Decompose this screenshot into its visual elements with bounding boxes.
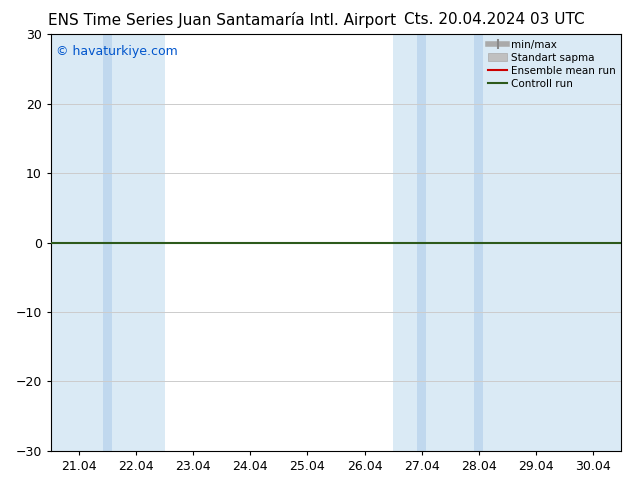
Text: Cts. 20.04.2024 03 UTC: Cts. 20.04.2024 03 UTC: [404, 12, 585, 27]
Bar: [474, 34, 483, 451]
Bar: [108, 34, 165, 451]
Bar: [507, 34, 564, 451]
Text: © havaturkiye.com: © havaturkiye.com: [56, 45, 178, 58]
Bar: [450, 34, 507, 451]
Bar: [103, 34, 112, 451]
Bar: [393, 34, 450, 451]
Legend: min/max, Standart sapma, Ensemble mean run, Controll run: min/max, Standart sapma, Ensemble mean r…: [488, 40, 616, 89]
Text: ENS Time Series Juan Santamaría Intl. Airport: ENS Time Series Juan Santamaría Intl. Ai…: [48, 12, 396, 28]
Bar: [417, 34, 426, 451]
Bar: [564, 34, 621, 451]
Bar: [51, 34, 108, 451]
